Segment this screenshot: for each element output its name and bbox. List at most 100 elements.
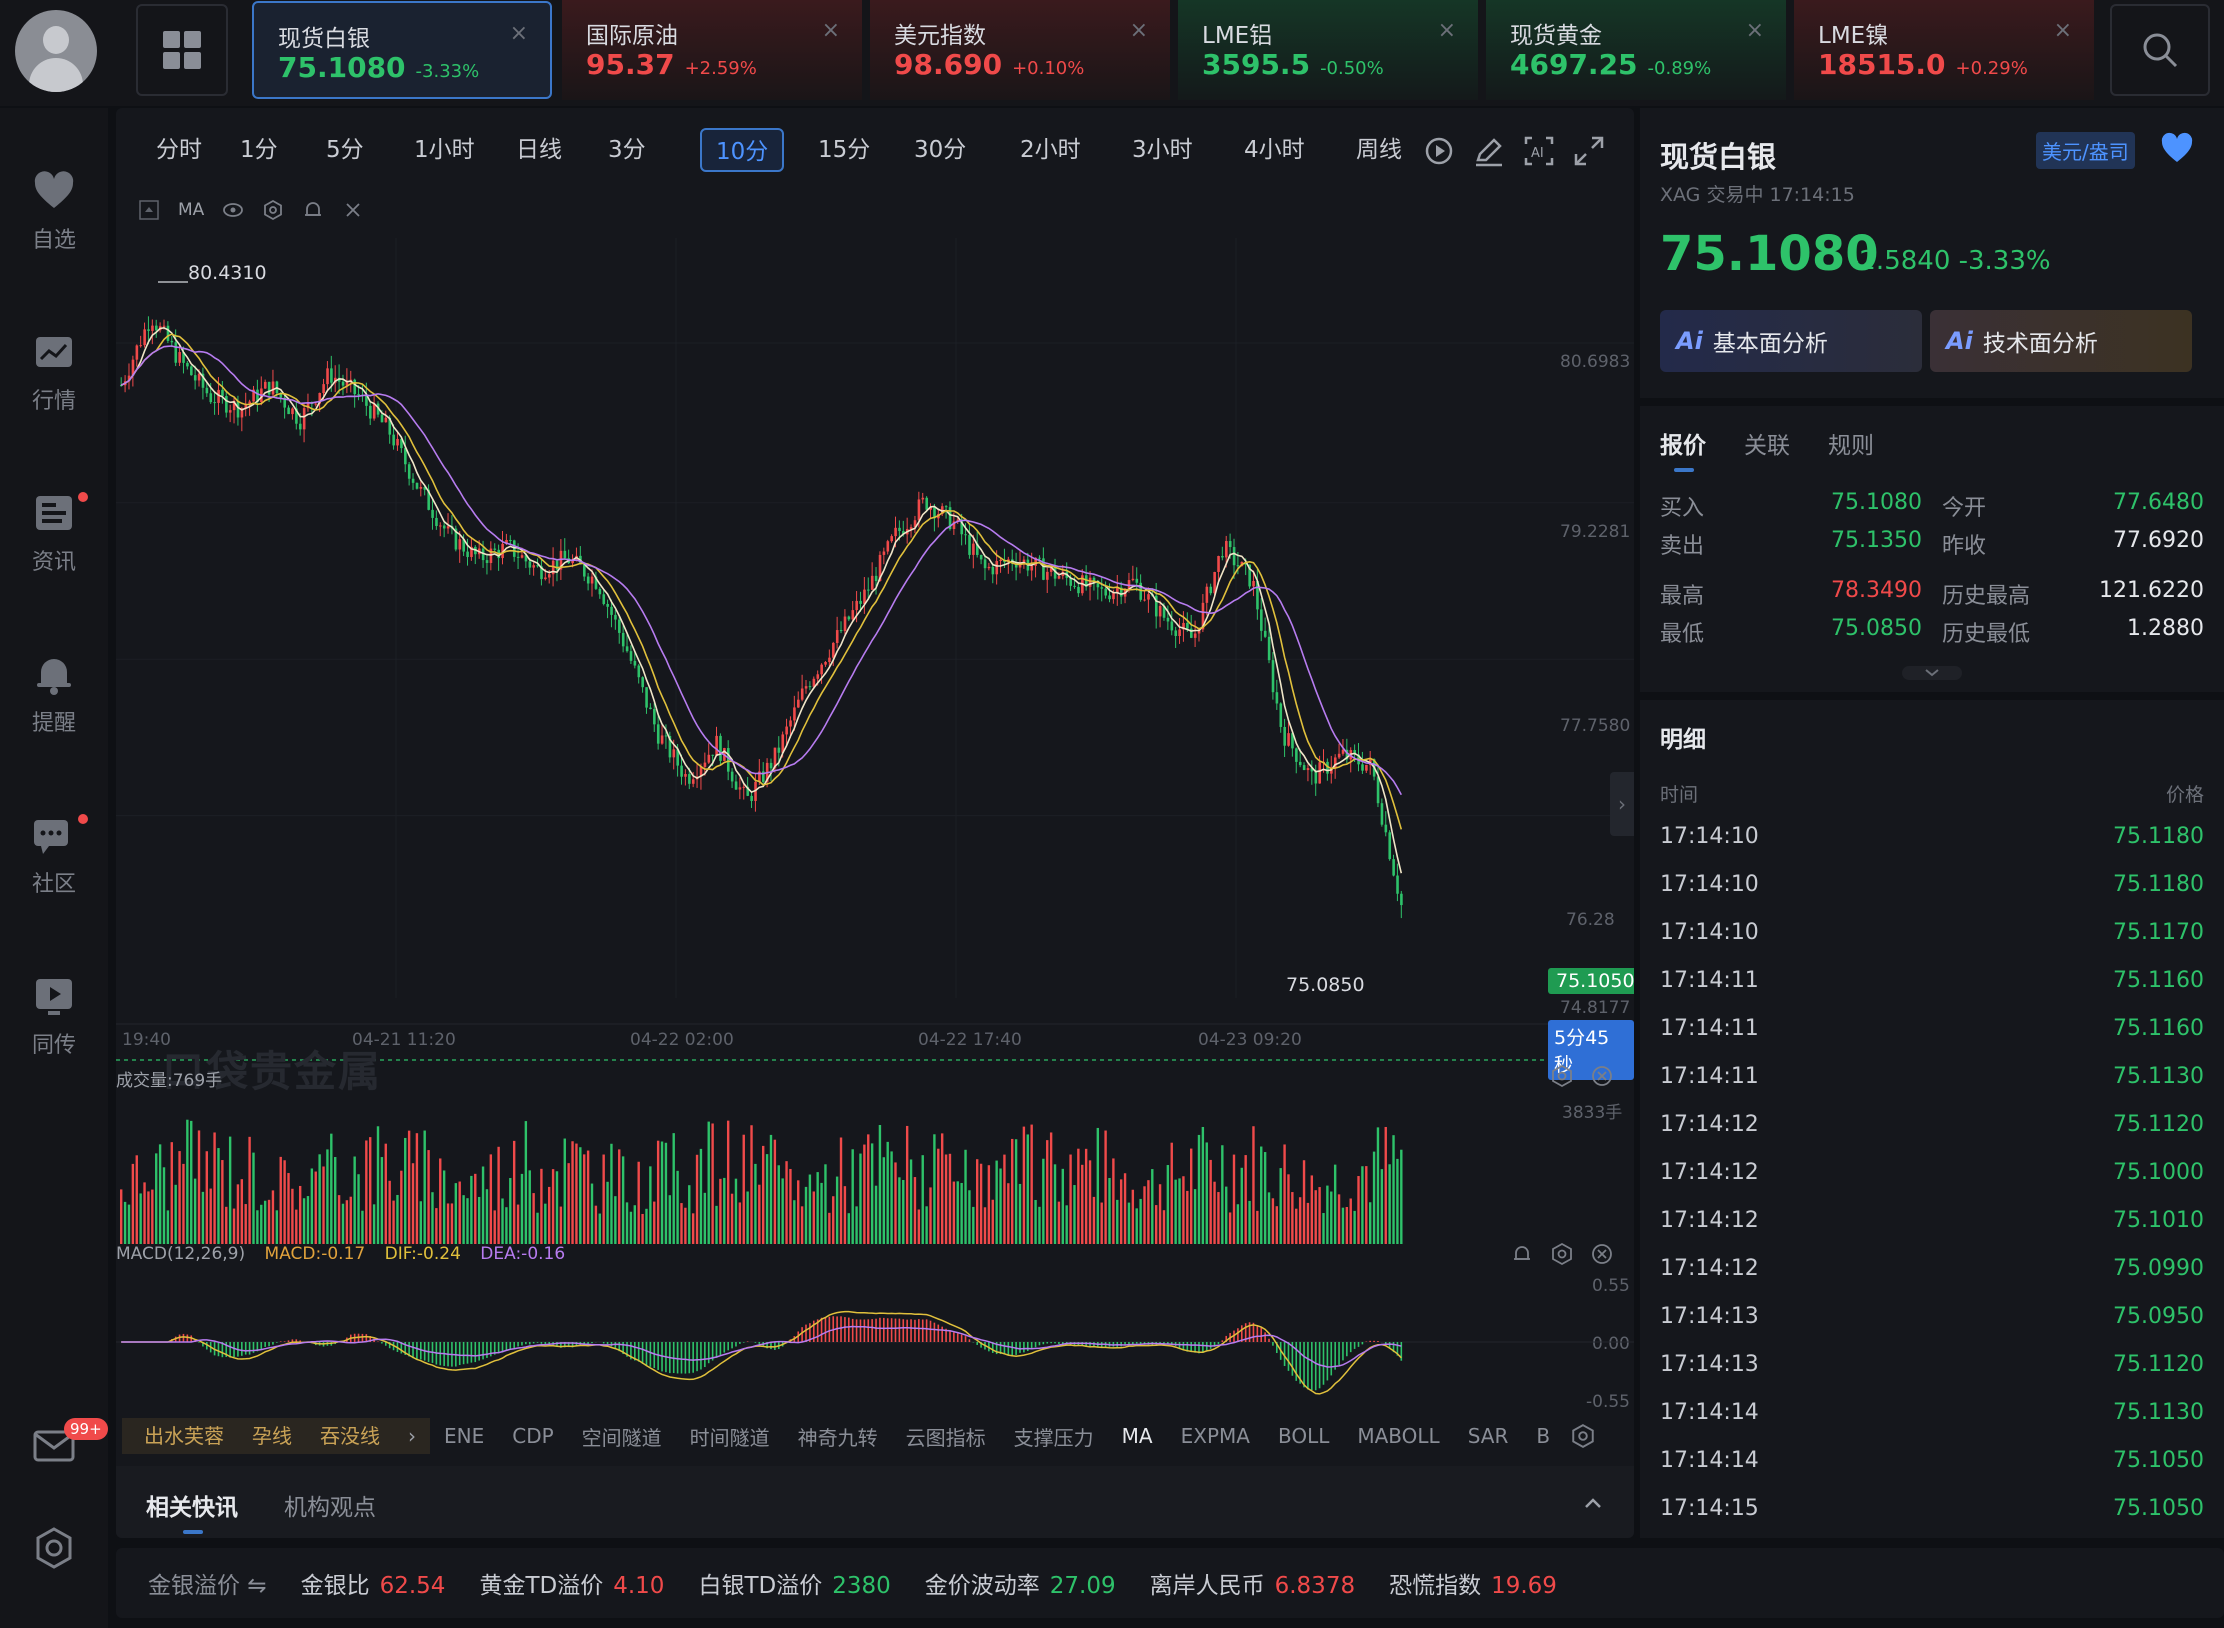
indicator-tab[interactable]: EXPMA xyxy=(1180,1424,1250,1448)
indicator-tab[interactable]: 支撑压力 xyxy=(1013,1425,1094,1450)
close-circle-icon[interactable] xyxy=(1590,1064,1614,1088)
gear-icon[interactable] xyxy=(1550,1242,1574,1266)
close-icon[interactable]: × xyxy=(821,18,840,43)
indicator-tab[interactable]: 空间隧道 xyxy=(581,1425,662,1450)
close-icon[interactable]: × xyxy=(2053,18,2072,43)
nav-item-bell[interactable]: 提醒 xyxy=(0,651,108,761)
period-tab[interactable]: 15分 xyxy=(818,137,871,163)
market-indicator[interactable]: 金价波动率 27.09 xyxy=(925,1566,1116,1600)
expand-right-handle[interactable]: › xyxy=(1610,772,1634,836)
volume-bar xyxy=(127,1204,131,1244)
search-button[interactable] xyxy=(2110,4,2210,96)
gear-icon[interactable] xyxy=(1570,1423,1596,1449)
indicator-tab[interactable]: BOLL xyxy=(1277,1424,1330,1448)
period-tab[interactable]: 1分 xyxy=(240,137,278,163)
grid-menu-button[interactable] xyxy=(136,4,228,96)
candlestick-chart[interactable] xyxy=(116,238,1634,1068)
volume-bar xyxy=(797,1180,800,1244)
ticker-card[interactable]: 现货黄金 4697.25 -0.89% × xyxy=(1486,0,1786,100)
period-tab[interactable]: 10分 xyxy=(700,128,785,172)
period-tab[interactable]: 1小时 xyxy=(414,137,475,163)
close-icon[interactable] xyxy=(342,199,364,221)
eye-icon[interactable] xyxy=(222,199,244,221)
market-indicator[interactable]: 黄金TD溢价 4.10 xyxy=(479,1566,664,1600)
period-tab[interactable]: 周线 xyxy=(1356,137,1402,163)
close-icon[interactable]: × xyxy=(1437,18,1456,43)
favorite-heart-icon[interactable] xyxy=(2160,132,2194,166)
ticker-card[interactable]: 现货白银 75.1080 -3.33% × xyxy=(252,1,552,99)
volume-bar xyxy=(668,1195,672,1244)
close-icon[interactable]: × xyxy=(1745,18,1764,43)
indicator-fav-tab[interactable]: 吞没线 xyxy=(320,1424,380,1448)
indicator-tab[interactable]: B xyxy=(1536,1424,1551,1448)
tab-news-flash[interactable]: 相关快讯 xyxy=(146,1488,238,1534)
indicator-fav-tab[interactable]: 出水芙蓉 xyxy=(144,1424,224,1448)
period-tab[interactable]: 日线 xyxy=(516,137,562,163)
market-indicator[interactable]: 白银TD溢价 2380 xyxy=(698,1566,890,1600)
volume-chart[interactable] xyxy=(116,1114,1634,1244)
collapse-icon[interactable] xyxy=(138,199,160,221)
indicator-fav-tab[interactable]: 孕线 xyxy=(252,1424,292,1448)
period-tab[interactable]: 5分 xyxy=(326,137,364,163)
settings-icon[interactable] xyxy=(32,1526,76,1570)
volume-bar xyxy=(131,1163,135,1244)
volume-bar xyxy=(1201,1126,1205,1244)
tab-rules[interactable]: 规则 xyxy=(1828,433,1874,459)
indicator-tab[interactable]: SAR xyxy=(1467,1424,1509,1448)
ticker-price: 3595.5 xyxy=(1202,48,1311,81)
nav-item-play[interactable]: 同传 xyxy=(0,973,108,1083)
period-tab[interactable]: 3小时 xyxy=(1132,137,1193,163)
nav-item-news[interactable]: 资讯 xyxy=(0,490,108,600)
period-tab[interactable]: 30分 xyxy=(914,137,967,163)
period-tab[interactable]: 3分 xyxy=(608,137,646,163)
tab-institution-view[interactable]: 机构观点 xyxy=(284,1495,376,1521)
instrument-price: 75.1080 xyxy=(1660,226,1879,282)
period-tab[interactable]: 4小时 xyxy=(1244,137,1305,163)
bell-icon[interactable] xyxy=(302,199,324,221)
close-icon[interactable]: × xyxy=(509,21,528,46)
indicator-tab[interactable]: 神奇九转 xyxy=(797,1425,878,1450)
close-circle-icon[interactable] xyxy=(1590,1242,1614,1266)
market-indicator[interactable]: 恐慌指数 19.69 xyxy=(1389,1566,1557,1600)
ticker-card[interactable]: LME铝 3595.5 -0.50% × xyxy=(1178,0,1478,100)
avatar[interactable] xyxy=(15,10,97,92)
fullscreen-icon[interactable] xyxy=(1572,134,1606,168)
nav-item-heart[interactable]: 自选 xyxy=(0,168,108,278)
currency-unit-button[interactable]: 美元/盎司 xyxy=(2036,132,2135,169)
ticker-card[interactable]: 美元指数 98.690 +0.10% × xyxy=(870,0,1170,100)
period-tab[interactable]: 分时 xyxy=(156,137,202,163)
indicator-tab[interactable]: MA xyxy=(1121,1424,1153,1448)
mail-icon[interactable] xyxy=(32,1426,76,1466)
expand-chevron-icon[interactable] xyxy=(1902,664,1962,682)
indicator-tab[interactable]: 时间隧道 xyxy=(689,1425,770,1450)
indicator-tab[interactable]: ENE xyxy=(444,1424,485,1448)
market-indicator[interactable]: 离岸人民币 6.8378 xyxy=(1150,1566,1355,1600)
nav-item-chart[interactable]: 行情 xyxy=(0,329,108,439)
indicator-tab[interactable]: CDP xyxy=(512,1424,554,1448)
main-chart[interactable]: 口袋贵金属 xyxy=(116,238,1634,1096)
gold-silver-premium-switch[interactable]: 金银溢价 ⇋ xyxy=(148,1573,267,1599)
bell-icon[interactable] xyxy=(1510,1242,1534,1266)
gear-icon[interactable] xyxy=(262,199,284,221)
market-indicator[interactable]: 金银比 62.54 xyxy=(301,1566,446,1600)
chevron-right-icon[interactable]: › xyxy=(408,1424,416,1448)
detail-time: 17:14:12 xyxy=(1660,1112,1759,1137)
ai-fundamental-button[interactable]: Ai 基本面分析 xyxy=(1660,310,1922,372)
ai-technical-button[interactable]: Ai 技术面分析 xyxy=(1930,310,2192,372)
gear-icon[interactable] xyxy=(1550,1064,1574,1088)
draw-pen-icon[interactable] xyxy=(1472,134,1506,168)
close-icon[interactable]: × xyxy=(1129,18,1148,43)
indicator-tab[interactable]: 云图指标 xyxy=(905,1425,986,1450)
ticker-card[interactable]: LME镍 18515.0 +0.29% × xyxy=(1794,0,2094,100)
tab-related[interactable]: 关联 xyxy=(1744,433,1790,459)
nav-item-chat[interactable]: 社区 xyxy=(0,812,108,922)
macd-chart[interactable] xyxy=(116,1278,1634,1408)
chevron-up-icon[interactable] xyxy=(1582,1492,1604,1514)
replay-icon[interactable] xyxy=(1422,134,1456,168)
list-item: 17:14:10 75.1180 xyxy=(1660,872,2204,902)
tab-quote[interactable]: 报价 xyxy=(1660,426,1706,472)
indicator-tab[interactable]: MABOLL xyxy=(1357,1424,1440,1448)
ticker-card[interactable]: 国际原油 95.37 +2.59% × xyxy=(562,0,862,100)
period-tab[interactable]: 2小时 xyxy=(1020,137,1081,163)
ai-chart-icon[interactable]: AI xyxy=(1522,134,1556,168)
